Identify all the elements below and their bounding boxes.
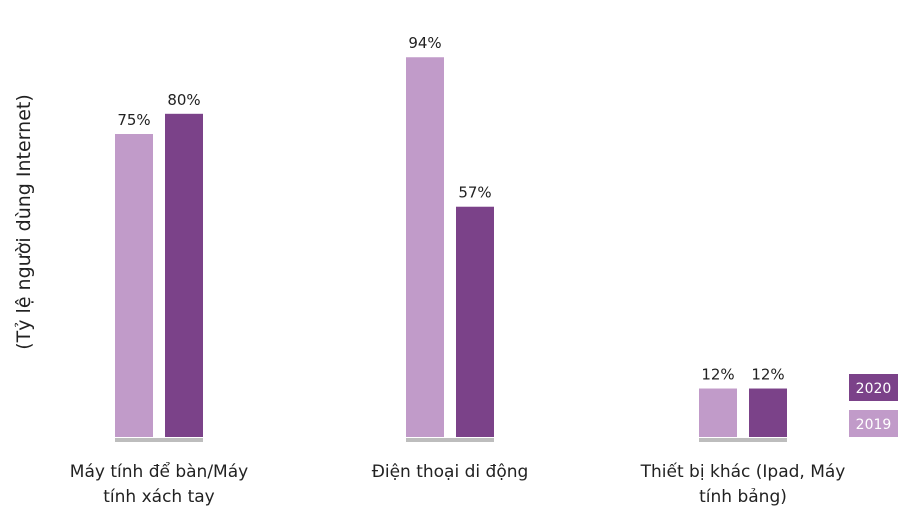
legend: 2020 2019 [849, 374, 898, 437]
data-label: 94% [408, 34, 441, 52]
legend-label-2019: 2019 [856, 417, 892, 433]
data-label: 57% [458, 184, 491, 202]
category-baseline [406, 438, 494, 442]
category-label: Thiết bị khác (Ipad, Máy tính bảng) [640, 461, 846, 507]
plot-area: 75% 80% Máy tính để bàn/Máy tính xách tay 94… [70, 34, 846, 507]
category-baseline [699, 438, 787, 442]
y-axis-title: (Tỷ lệ người dùng Internet) [13, 94, 35, 350]
legend-label-2020: 2020 [856, 381, 892, 397]
category-label: Máy tính để bàn/Máy tính xách tay [70, 461, 248, 507]
bar-2019-2 [406, 57, 444, 438]
bar-2019-3 [699, 388, 737, 437]
bar-2020-3 [749, 388, 787, 437]
data-label: 75% [117, 111, 150, 129]
data-label: 80% [167, 91, 200, 109]
category-label: Điện thoại di động [372, 462, 529, 482]
bar-2019-1 [115, 134, 153, 437]
data-label: 12% [701, 366, 734, 384]
legend-swatch-2020 [849, 374, 898, 401]
legend-swatch-2019 [849, 410, 898, 437]
data-label: 12% [751, 366, 784, 384]
category-baseline [115, 438, 203, 442]
bar-2020-1 [165, 113, 203, 438]
bar-2020-2 [456, 206, 494, 437]
